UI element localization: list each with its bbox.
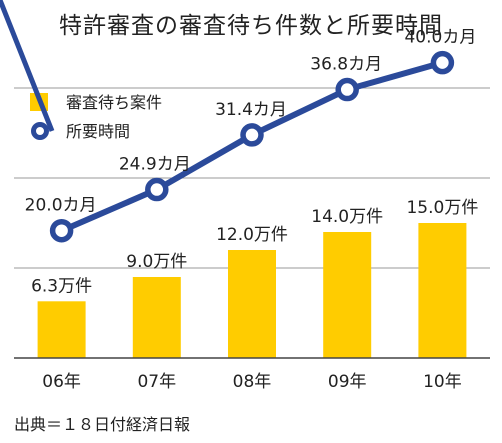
- bar-series: [37, 223, 467, 358]
- legend-line-marker: [31, 122, 49, 140]
- bar-08年: [228, 250, 276, 358]
- x-tick-label: 07年: [137, 372, 176, 392]
- bar-09年: [323, 232, 372, 358]
- chart-title: 特許審査の審査待ち件数と所要時間: [59, 13, 443, 39]
- line-point-06年: [49, 218, 74, 243]
- line-point-08年: [240, 123, 264, 147]
- bar-value-label: 12.0万件: [216, 225, 288, 245]
- line-point-09年: [335, 77, 359, 102]
- line-value-label: 40.0カ月: [404, 28, 476, 48]
- line-value-label: 31.4カ月: [215, 100, 287, 120]
- x-axis: 06年 07年 08年 09年 10年: [14, 357, 490, 392]
- bar-07年: [132, 277, 181, 358]
- line-point-07年: [145, 177, 169, 202]
- legend: 審査待ち案件 所要時間: [0, 0, 162, 141]
- line-value-label: 20.0カ月: [25, 196, 97, 216]
- line-series: [49, 50, 455, 243]
- x-tick-label: 09年: [328, 372, 367, 392]
- bar-06年: [37, 301, 86, 358]
- legend-line-swatch: [0, 0, 55, 132]
- x-tick-label: 06年: [42, 372, 81, 392]
- legend-line-label: 所要時間: [66, 122, 130, 141]
- line-point-10年: [430, 50, 455, 75]
- legend-bar-label: 審査待ち案件: [66, 93, 162, 112]
- line-value-label: 36.8カ月: [310, 55, 382, 75]
- line-value-label: 24.9カ月: [119, 155, 191, 175]
- bar-value-label: 15.0万件: [406, 198, 478, 218]
- bar-value-label: 9.0万件: [126, 252, 187, 272]
- bar-value-label: 14.0万件: [311, 207, 383, 227]
- x-tick-label: 08年: [233, 372, 272, 392]
- bar-10年: [418, 223, 467, 358]
- data-labels: 6.3万件 9.0万件 12.0万件 14.0万件 15.0万件 20.0カ月 24.9カ月…: [25, 28, 479, 297]
- bar-value-label: 6.3万件: [31, 276, 92, 296]
- x-tick-label: 10年: [423, 372, 462, 392]
- source-note: 出典＝１８日付経済日報: [14, 415, 191, 434]
